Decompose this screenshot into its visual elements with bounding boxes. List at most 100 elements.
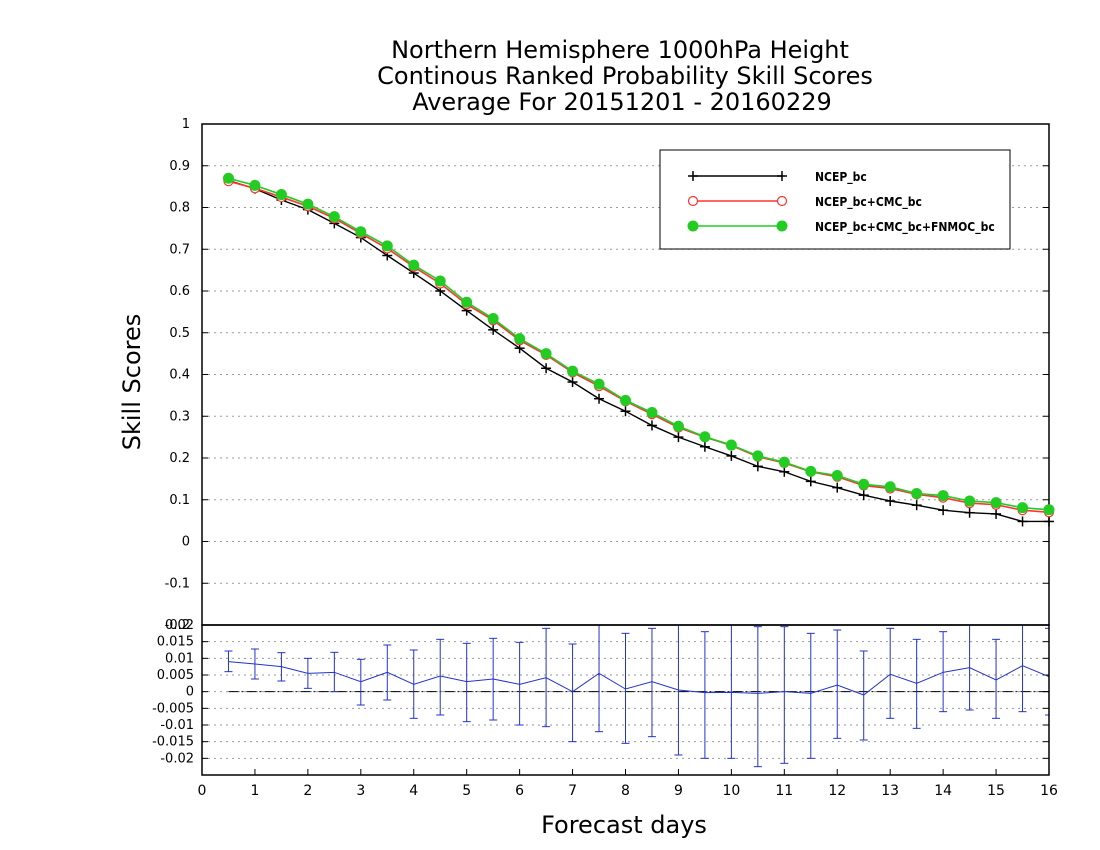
- series-3-point: [302, 198, 314, 210]
- error-bar: [833, 629, 842, 739]
- x-tick-label: 7: [568, 783, 577, 799]
- series-1-point: [726, 450, 737, 461]
- series-3-point: [672, 420, 684, 432]
- error-bar: [1045, 627, 1049, 716]
- error-bar: [462, 642, 471, 723]
- error-bar: [224, 650, 233, 673]
- top-y-tick-label: 0.7: [169, 242, 190, 257]
- x-tick-label: 9: [674, 783, 683, 799]
- error-bar: [436, 638, 445, 716]
- series-3-point: [884, 481, 896, 493]
- x-tick-label: 1: [250, 783, 259, 799]
- bottom-y-tick-label: 0.01: [165, 651, 194, 666]
- legend-entry-1: NCEP_bc: [815, 170, 867, 185]
- x-tick-label: 8: [621, 783, 630, 799]
- series-1-point: [752, 461, 763, 472]
- legend: NCEP_bc NCEP_bc+CMC_bc NCEP_bc+CMC_bc+FNMO…: [659, 149, 1011, 250]
- series-3-point: [778, 456, 790, 468]
- top-y-tick-label: 0.1: [169, 493, 190, 508]
- legend-entry-3: NCEP_bc+CMC_bc+FNMOC_bc: [815, 220, 995, 235]
- series-1-point: [911, 500, 922, 511]
- top-y-tick-label: 0.5: [169, 326, 190, 341]
- series-1-point: [567, 377, 578, 388]
- series-3-point: [434, 275, 446, 287]
- series-3-point: [990, 497, 1002, 509]
- x-tick-label: 15: [987, 783, 1005, 799]
- bottom-y-tick-label: 0.02: [165, 618, 194, 633]
- x-tick-label: 14: [934, 783, 952, 799]
- series-1-point: [594, 393, 605, 404]
- error-bar: [568, 643, 577, 743]
- legend-open-circle: [776, 195, 788, 207]
- top-y-tick-label: 1: [182, 117, 190, 132]
- series-1-point: [488, 324, 499, 335]
- chart-title-line-2: Continous Ranked Probability Skill Score…: [377, 62, 873, 90]
- bottom-y-tick-label: -0.02: [160, 751, 194, 766]
- series-3-point: [911, 487, 923, 499]
- top-y-tick-label: 0.6: [169, 284, 190, 299]
- legend-open-circle: [687, 195, 699, 207]
- series-3-point: [328, 211, 340, 223]
- error-bar: [886, 627, 895, 719]
- series-3-point: [355, 226, 367, 238]
- series-1-point: [1017, 516, 1028, 527]
- series-1-point: [964, 507, 975, 518]
- series-3-point: [593, 378, 605, 390]
- x-tick-label: 6: [515, 783, 524, 799]
- series-3-point: [752, 450, 764, 462]
- series-3-point: [831, 470, 843, 482]
- y-axis-label: Skill Scores: [118, 314, 146, 451]
- series-3-point: [1017, 502, 1029, 514]
- error-bar: [806, 632, 815, 759]
- series-1-point: [673, 432, 684, 443]
- top-y-tick-label: -0.2: [165, 618, 190, 633]
- series-3-point: [725, 439, 737, 451]
- bottom-panel-differences: 0.020.0150.010.0050-0.005-0.01-0.015-0.0…: [152, 618, 1058, 799]
- bottom-y-tick-label: 0: [186, 685, 194, 700]
- chart-title-line-1: Northern Hemisphere 1000hPa Height: [391, 36, 849, 64]
- series-3-point: [514, 333, 526, 345]
- bottom-y-tick-label: 0.015: [157, 635, 194, 650]
- series-3-point: [461, 296, 473, 308]
- x-tick-label: 0: [198, 783, 207, 799]
- x-tick-label: 5: [462, 783, 471, 799]
- series-1-point: [699, 441, 710, 452]
- series-3-point: [964, 495, 976, 507]
- series-3-point: [646, 406, 658, 418]
- series-3-point: [408, 259, 420, 271]
- series-1-point: [541, 363, 552, 374]
- chart-title-line-3: Average For 20151201 - 20160229: [412, 88, 832, 116]
- top-panel-skill-scores: 1 0.9 0.8 0.7 0.6 0.5 0.4 0.3 0.2 0.1 0 -0.1 -0.2: [165, 117, 1055, 633]
- error-bars: [224, 625, 1049, 768]
- x-tick-label: 11: [775, 783, 793, 799]
- top-y-tick-label: -0.1: [165, 576, 190, 591]
- series-3-point: [275, 189, 287, 201]
- series-3-point: [1043, 504, 1055, 516]
- legend-entry-2: NCEP_bc+CMC_bc: [815, 195, 922, 210]
- series-1-point: [646, 420, 657, 431]
- series-3-point: [540, 348, 552, 360]
- error-bar: [674, 625, 683, 756]
- series-3-point: [567, 365, 579, 377]
- series-3-point: [699, 431, 711, 443]
- error-bar: [727, 625, 736, 759]
- series-1-point: [832, 482, 843, 493]
- x-tick-label: 13: [881, 783, 899, 799]
- series-1-point: [805, 476, 816, 487]
- legend-filled-circle: [776, 220, 788, 232]
- legend-filled-circle: [687, 220, 699, 232]
- series-3-point: [222, 172, 234, 184]
- series-1-point: [938, 505, 949, 516]
- x-axis-label: Forecast days: [541, 811, 707, 839]
- top-y-tick-label: 0.9: [169, 159, 190, 174]
- top-y-tick-label: 0.3: [169, 409, 190, 424]
- error-bar: [515, 641, 524, 726]
- series-1-point: [779, 466, 790, 477]
- error-bar: [939, 631, 948, 713]
- series-3-point: [805, 465, 817, 477]
- error-bar: [992, 638, 1001, 719]
- x-tick-label: 16: [1040, 783, 1058, 799]
- x-tick-label: 4: [409, 783, 418, 799]
